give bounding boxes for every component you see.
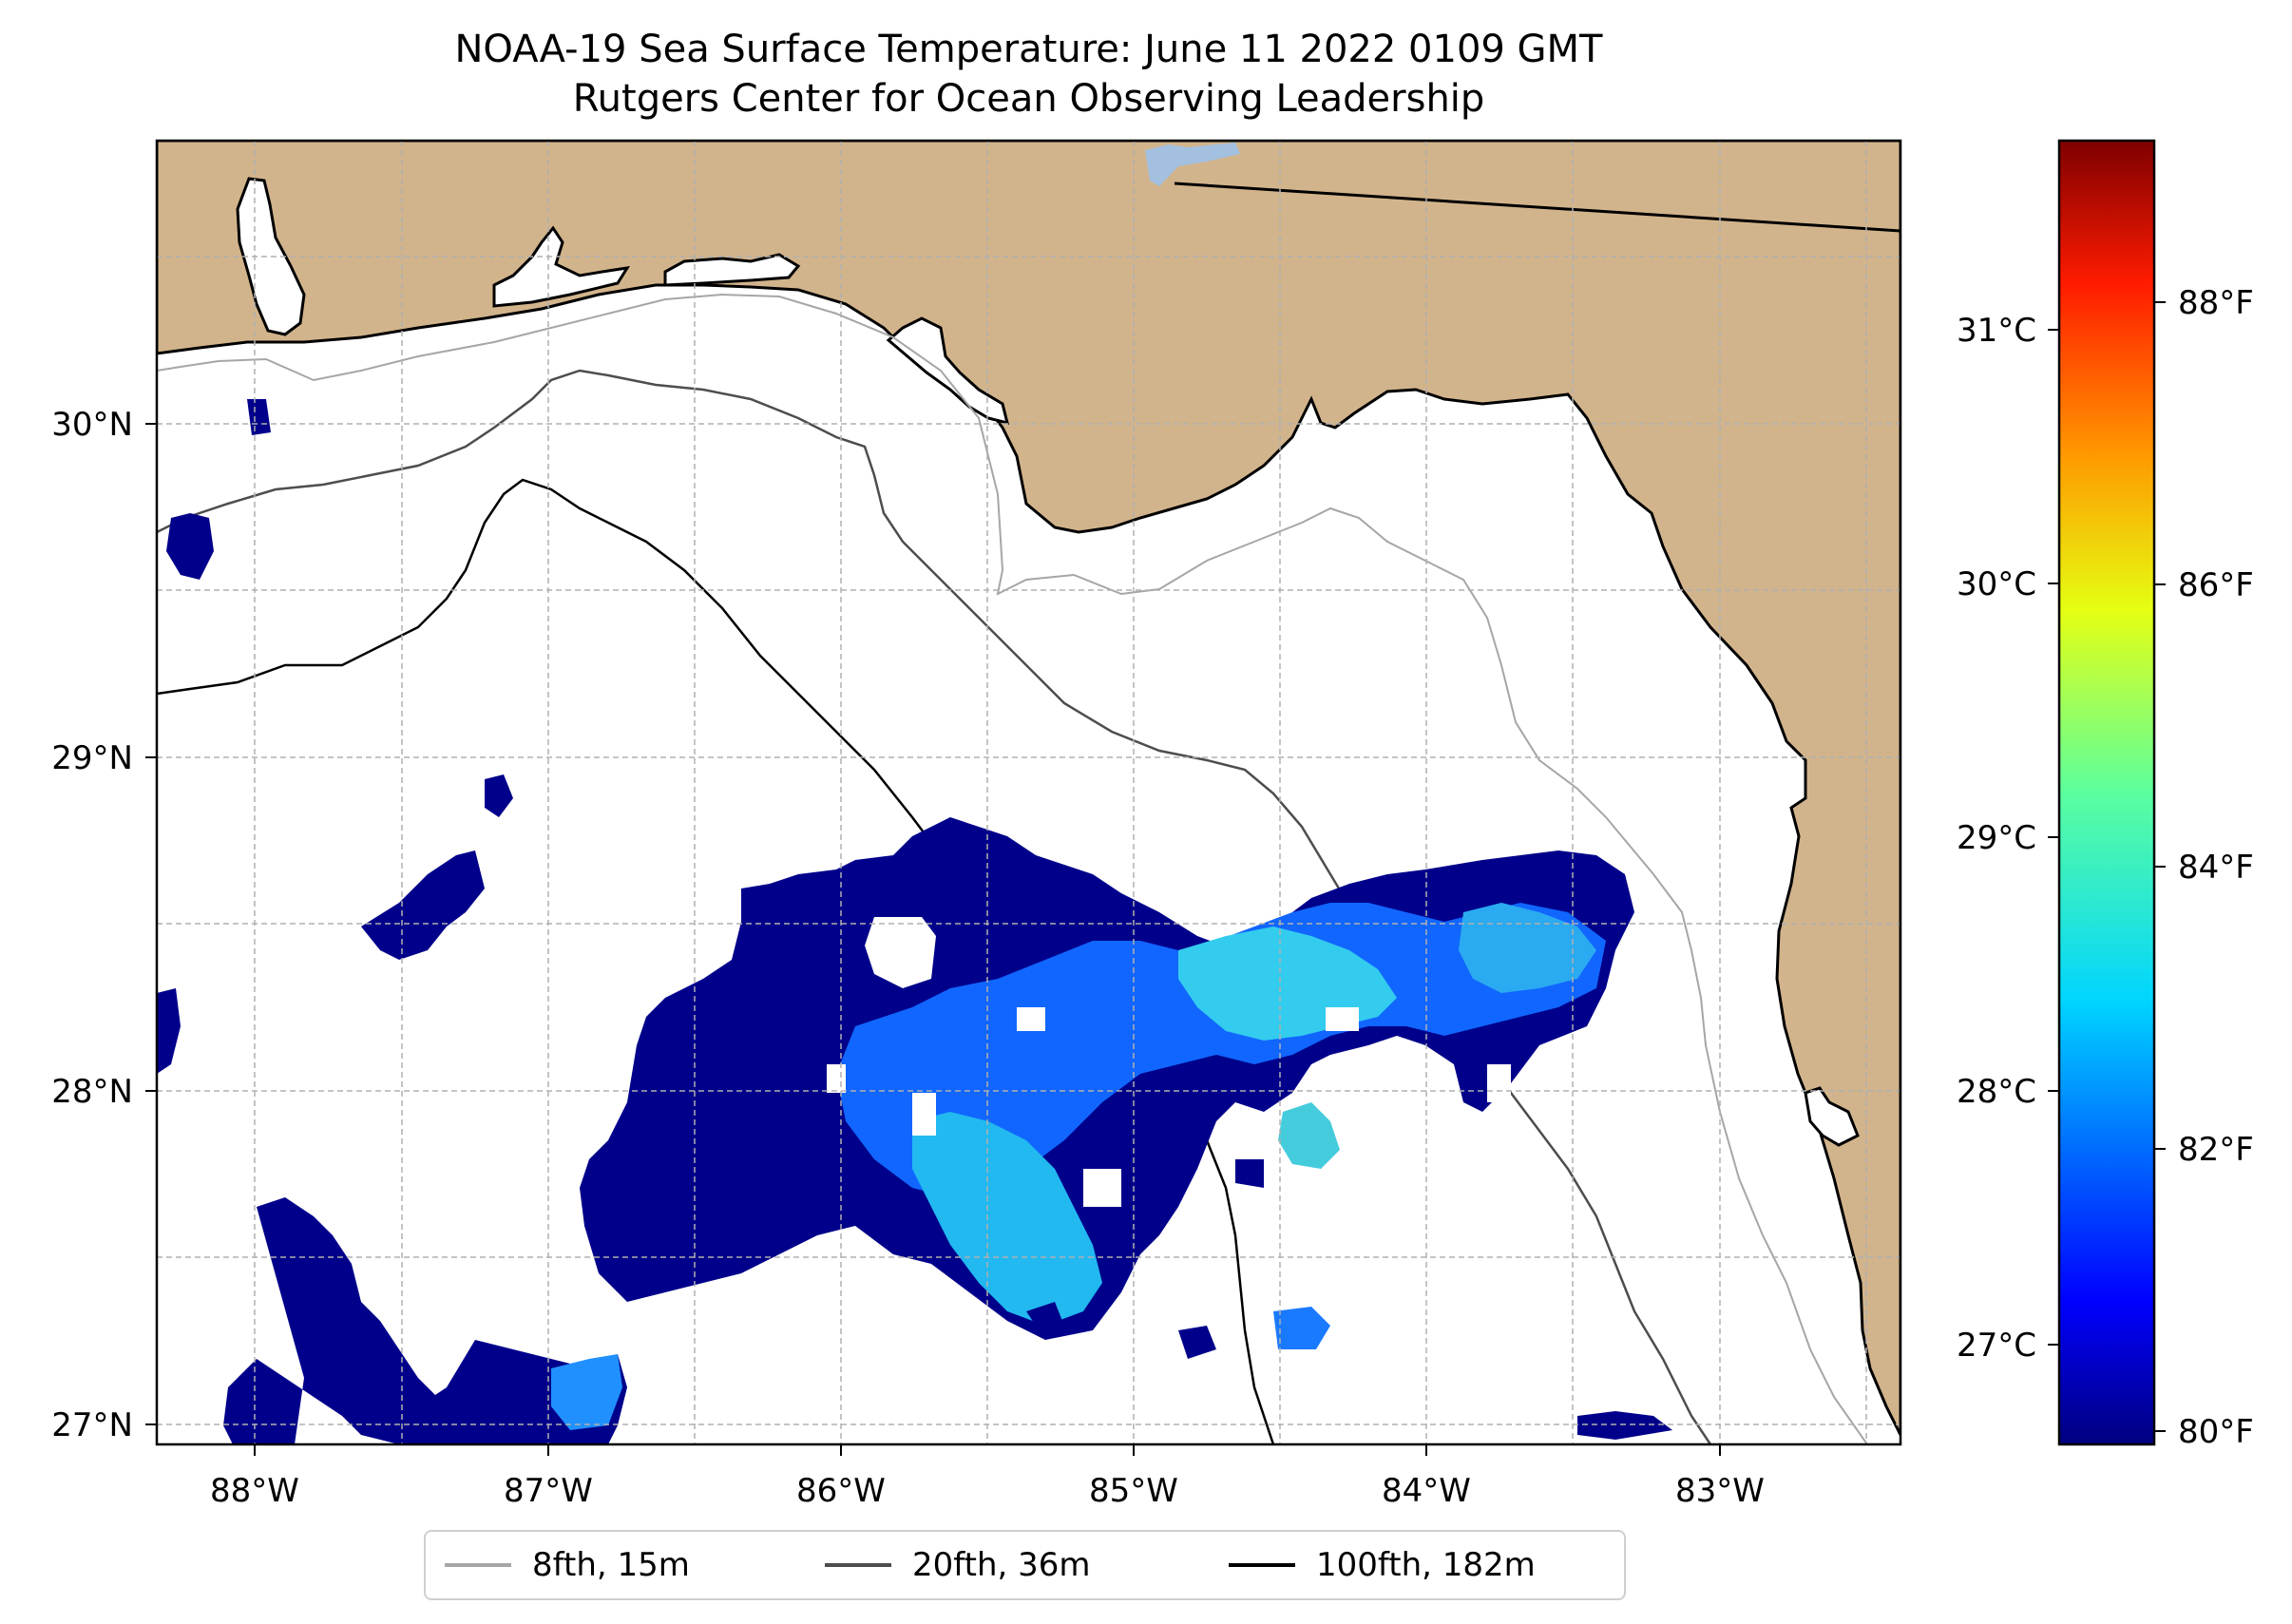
colorbar-fahrenheit-label: 86°F: [2178, 566, 2254, 604]
isobath-legend: 8fth, 15m 20fth, 36m 100fth, 182m: [424, 1530, 1626, 1600]
gridlines: [157, 141, 1900, 1444]
colorbar-celsius-label: 31°C: [1957, 312, 2036, 350]
colorbar-fahrenheit-label: 82°F: [2178, 1131, 2254, 1169]
lat-tick-label: 28°N: [51, 1073, 133, 1111]
legend-item-36m: 20fth, 36m: [825, 1532, 1091, 1598]
legend-swatch: [825, 1563, 891, 1567]
colorbar-fahrenheit-label: 84°F: [2178, 849, 2254, 887]
land-mass: [157, 141, 1900, 1436]
isobath-15m: [157, 293, 1868, 1444]
lon-tick-label: 86°W: [796, 1472, 886, 1510]
colorbar-celsius-label: 28°C: [1957, 1073, 2036, 1111]
choctawhatchee-bay: [663, 253, 801, 287]
colorbar-fahrenheit-label: 88°F: [2178, 284, 2254, 322]
map-area: [157, 141, 1900, 1444]
chart-subtitle: Rutgers Center for Ocean Observing Leade…: [572, 77, 1485, 121]
legend-label: 8fth, 15m: [532, 1546, 690, 1584]
chart-title: NOAA-19 Sea Surface Temperature: June 11…: [454, 28, 1603, 71]
lat-tick-label: 30°N: [51, 406, 133, 444]
legend-item-182m: 100fth, 182m: [1229, 1532, 1536, 1598]
colorbar-fahrenheit-label: 80°F: [2178, 1413, 2254, 1451]
pensacola-bay: [492, 225, 630, 308]
lon-tick-label: 87°W: [504, 1472, 593, 1510]
colorbar-ticks: [2048, 301, 2166, 1432]
apalachicola-bay: [886, 316, 1010, 426]
lon-tick-label: 88°W: [210, 1472, 299, 1510]
legend-item-15m: 8fth, 15m: [445, 1532, 690, 1598]
tick-marks: [145, 423, 1721, 1456]
sst-patches: [157, 399, 1672, 1444]
colorbar-celsius-label: 27°C: [1957, 1327, 2036, 1365]
state-border: [1174, 182, 1900, 233]
colorbar: [2057, 139, 2156, 1446]
tampa-bay: [1804, 1086, 1860, 1147]
lake: [1145, 143, 1240, 186]
legend-swatch: [445, 1563, 511, 1567]
lon-tick-label: 85°W: [1089, 1472, 1178, 1510]
legend-label: 20fth, 36m: [912, 1546, 1091, 1584]
colorbar-celsius-label: 29°C: [1957, 819, 2036, 857]
map-frame: [155, 139, 1902, 1446]
legend-swatch: [1229, 1563, 1295, 1567]
lat-tick-label: 29°N: [51, 739, 133, 777]
lon-tick-label: 83°W: [1675, 1472, 1765, 1510]
isobath-36m: [157, 369, 1712, 1444]
colorbar-celsius-label: 30°C: [1957, 565, 2036, 603]
legend-label: 100fth, 182m: [1316, 1546, 1536, 1584]
lat-tick-label: 27°N: [51, 1406, 133, 1444]
lon-tick-label: 84°W: [1382, 1472, 1471, 1510]
